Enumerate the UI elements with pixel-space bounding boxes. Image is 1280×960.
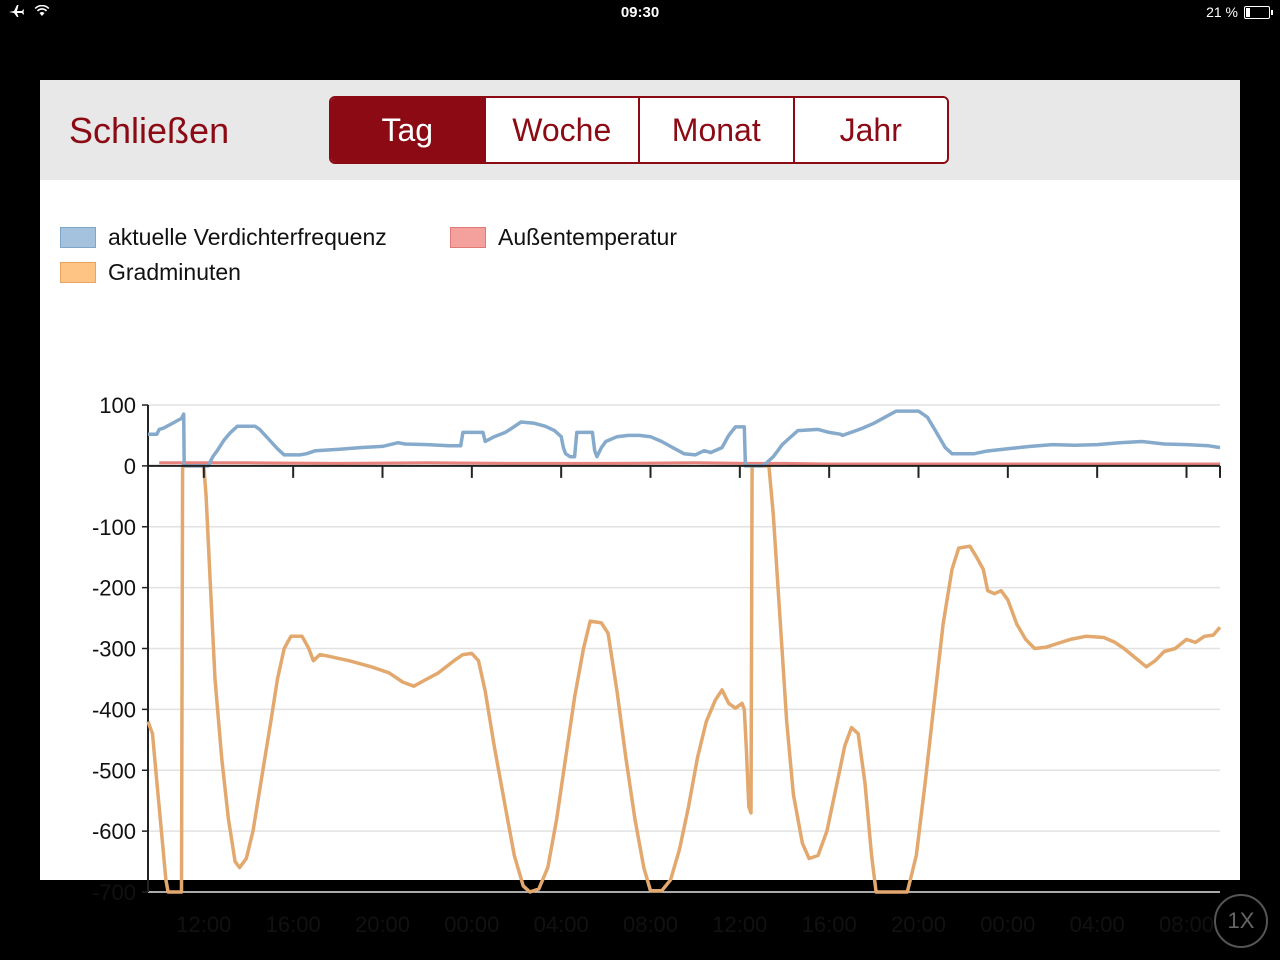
x-tick-label: 00:00 bbox=[980, 912, 1035, 937]
legend-swatch-temperature bbox=[450, 227, 486, 248]
y-tick-label: 0 bbox=[124, 454, 136, 479]
status-time: 09:30 bbox=[620, 4, 660, 21]
x-tick-label: 04:00 bbox=[534, 912, 589, 937]
zoom-button[interactable]: 1X bbox=[1214, 894, 1268, 948]
y-tick-label: -100 bbox=[92, 515, 136, 540]
battery-percentage: 21 % bbox=[1206, 4, 1238, 20]
x-tick-label: 16:00 bbox=[802, 912, 857, 937]
legend-item-temperature[interactable]: Außentemperatur bbox=[450, 224, 677, 251]
x-tick-label: 12:00 bbox=[176, 912, 231, 937]
y-tick-label: 100 bbox=[99, 393, 136, 418]
series-line-gradminuten bbox=[146, 464, 1222, 894]
wifi-icon bbox=[34, 5, 50, 16]
legend-swatch-gradminuten bbox=[60, 262, 96, 283]
legend-item-gradminuten[interactable]: Gradminuten bbox=[60, 259, 241, 286]
series-line-temperature bbox=[159, 461, 1220, 466]
x-tick-label: 00:00 bbox=[444, 912, 499, 937]
x-tick-label: 16:00 bbox=[266, 912, 321, 937]
airplane-icon bbox=[9, 5, 24, 17]
series-line-frequency bbox=[148, 409, 1221, 468]
x-tick-label: 08:00 bbox=[1159, 912, 1214, 937]
tab-woche[interactable]: Woche bbox=[483, 98, 638, 162]
x-tick-label: 20:00 bbox=[891, 912, 946, 937]
status-bar: 09:30 21 % bbox=[0, 0, 1280, 26]
y-tick-label: -400 bbox=[92, 697, 136, 722]
y-tick-label: -300 bbox=[92, 637, 136, 662]
legend-label-gradminuten: Gradminuten bbox=[108, 259, 241, 285]
x-tick-label: 12:00 bbox=[712, 912, 767, 937]
chart-panel: Schließen Tag Woche Monat Jahr aktuelle … bbox=[40, 80, 1240, 937]
y-tick-label: -700 bbox=[92, 880, 136, 905]
legend-swatch-frequency bbox=[60, 227, 96, 248]
x-tick-label: 20:00 bbox=[355, 912, 410, 937]
status-left bbox=[8, 4, 50, 18]
y-tick-label: -500 bbox=[92, 758, 136, 783]
status-right: 21 % bbox=[1206, 4, 1273, 20]
panel-header: Schließen Tag Woche Monat Jahr bbox=[40, 80, 1240, 180]
legend-label-frequency: aktuelle Verdichterfrequenz bbox=[108, 224, 387, 250]
tab-tag[interactable]: Tag bbox=[331, 98, 484, 162]
legend-item-frequency[interactable]: aktuelle Verdichterfrequenz bbox=[60, 224, 387, 251]
tab-monat[interactable]: Monat bbox=[638, 98, 793, 162]
line-chart: 100 0 -100 -200 -300 -400 -500 -600 -700 12:00 16:… bbox=[92, 393, 1222, 937]
legend-label-temperature: Außentemperatur bbox=[498, 224, 677, 250]
x-tick-label: 04:00 bbox=[1070, 912, 1125, 937]
battery-icon bbox=[1244, 5, 1273, 19]
period-selector: Tag Woche Monat Jahr bbox=[329, 96, 949, 164]
tab-jahr[interactable]: Jahr bbox=[792, 98, 947, 162]
close-button[interactable]: Schließen bbox=[69, 110, 230, 151]
x-tick-label: 08:00 bbox=[623, 912, 678, 937]
y-tick-label: -600 bbox=[92, 819, 136, 844]
y-tick-label: -200 bbox=[92, 576, 136, 601]
